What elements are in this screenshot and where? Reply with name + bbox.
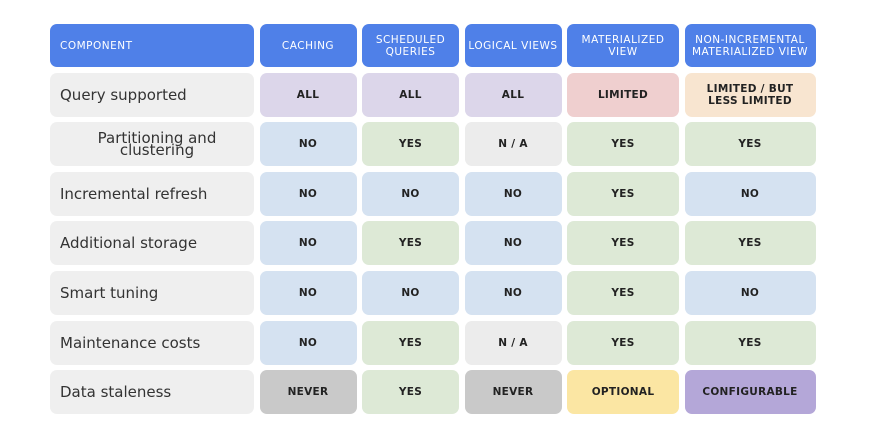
cell-materialized-view: OPTIONAL — [567, 370, 679, 415]
row-label: Partitioning and clustering — [50, 122, 254, 167]
cell-non-incremental-materialized-view: YES — [684, 122, 816, 167]
row-label: Data staleness — [50, 370, 254, 415]
cell-scheduled-queries: ALL — [362, 72, 459, 117]
header-materialized-view: MATERIALIZED VIEW — [567, 24, 679, 67]
header-component: COMPONENT — [50, 24, 254, 67]
row-label: Incremental refresh — [50, 171, 254, 216]
cell-materialized-view: YES — [567, 320, 679, 365]
cell-non-incremental-materialized-view: CONFIGURABLE — [684, 370, 816, 415]
cell-materialized-view: LIMITED — [567, 72, 679, 117]
cell-non-incremental-materialized-view: NO — [684, 171, 816, 216]
cell-scheduled-queries: YES — [362, 370, 459, 415]
cell-materialized-view: YES — [567, 270, 679, 315]
cell-caching: NO — [259, 171, 357, 216]
cell-caching: ALL — [259, 72, 357, 117]
cell-logical-views: NEVER — [464, 370, 562, 415]
header-non-incremental-materialized-view: NON-INCREMENTAL MATERIALIZED VIEW — [684, 24, 816, 67]
cell-caching: NEVER — [259, 370, 357, 415]
cell-scheduled-queries: NO — [362, 270, 459, 315]
cell-materialized-view: YES — [567, 171, 679, 216]
cell-materialized-view: YES — [567, 221, 679, 266]
cell-caching: NO — [259, 270, 357, 315]
cell-logical-views: N / A — [464, 320, 562, 365]
cell-scheduled-queries: YES — [362, 122, 459, 167]
header-scheduled-queries: SCHEDULED QUERIES — [362, 24, 459, 67]
cell-non-incremental-materialized-view: NO — [684, 270, 816, 315]
cell-logical-views: N / A — [464, 122, 562, 167]
cell-caching: NO — [259, 122, 357, 167]
cell-non-incremental-materialized-view: YES — [684, 320, 816, 365]
row-label: Smart tuning — [50, 270, 254, 315]
cell-caching: NO — [259, 221, 357, 266]
row-label: Maintenance costs — [50, 320, 254, 365]
comparison-table: COMPONENT CACHING SCHEDULED QUERIES LOGICAL… — [50, 24, 816, 415]
cell-non-incremental-materialized-view: LIMITED / BUT LESS LIMITED — [684, 72, 816, 117]
header-caching: CACHING — [259, 24, 357, 67]
cell-logical-views: ALL — [464, 72, 562, 117]
cell-logical-views: NO — [464, 270, 562, 315]
cell-scheduled-queries: YES — [362, 320, 459, 365]
cell-logical-views: NO — [464, 171, 562, 216]
cell-scheduled-queries: NO — [362, 171, 459, 216]
cell-scheduled-queries: YES — [362, 221, 459, 266]
cell-logical-views: NO — [464, 221, 562, 266]
header-logical-views: LOGICAL VIEWS — [464, 24, 562, 67]
row-label: Additional storage — [50, 221, 254, 266]
cell-caching: NO — [259, 320, 357, 365]
cell-non-incremental-materialized-view: YES — [684, 221, 816, 266]
row-label: Query supported — [50, 72, 254, 117]
cell-materialized-view: YES — [567, 122, 679, 167]
